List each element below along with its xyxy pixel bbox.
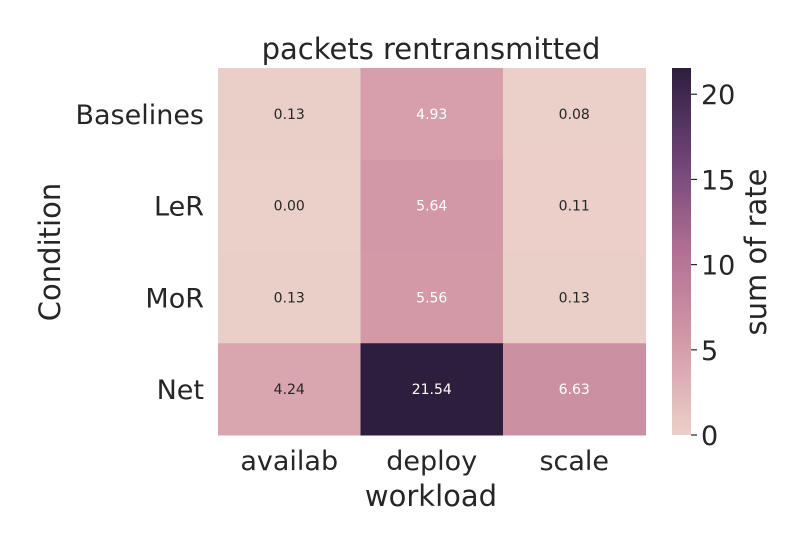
y-tick-label: Baselines [75,100,204,131]
y-tick-labels: Baselines LeR MoR Net [75,100,204,406]
x-tick-label: scale [539,446,609,477]
cell-value-label: 0.13 [559,290,590,306]
cell-value-label: 5.64 [416,199,447,215]
x-tick-labels: availab deploy scale [240,446,609,477]
cell-value-label: 0.00 [274,199,305,215]
colorbar [672,68,691,435]
cell-value-label: 5.56 [416,290,447,306]
heatmap-cell [360,251,504,344]
cell-value-label: 4.93 [416,107,447,123]
x-axis-label: workload [365,479,497,513]
x-tick-label: deploy [386,446,477,477]
cell-value-label: 4.24 [274,382,305,398]
colorbar-tick-label: 20 [701,80,735,111]
heatmap-cell [218,159,361,252]
colorbar-tick-label: 15 [701,165,735,196]
y-axis-label: Condition [33,183,67,321]
cell-value-label: 6.63 [559,382,590,398]
heatmap-cell [360,159,504,252]
heatmap-cell [218,251,361,344]
chart-title: packets rentransmitted [262,32,601,66]
colorbar-tick-label: 0 [701,421,718,452]
heatmap-cell [218,68,361,161]
heatmap-cell [503,159,646,252]
heatmap-cell [360,343,504,436]
cell-value-label: 0.13 [274,290,305,306]
heatmap-cell [503,343,646,436]
cell-value-label: 0.08 [559,107,590,123]
heatmap-cell [218,343,361,436]
colorbar-tick-label: 5 [701,336,718,367]
cell-value-label: 0.13 [274,107,305,123]
cell-value-label: 21.54 [412,382,452,398]
x-tick-label: availab [240,446,338,477]
cell-value-label: 0.11 [559,199,590,215]
heatmap-cell [360,68,504,161]
y-tick-label: LeR [154,192,204,223]
heatmap-cell [503,251,646,344]
colorbar-tick-label: 10 [701,251,735,282]
y-tick-label: MoR [145,283,204,314]
colorbar-label: sum of rate [739,168,773,335]
heatmap-cell [503,68,646,161]
heatmap-cells: 0.13 4.93 0.08 0.00 5.64 0.11 0.13 5.56 0.13 4.24… [218,68,646,436]
colorbar-ticks: 0 5 10 15 20 [691,80,735,452]
y-tick-label: Net [157,375,204,406]
